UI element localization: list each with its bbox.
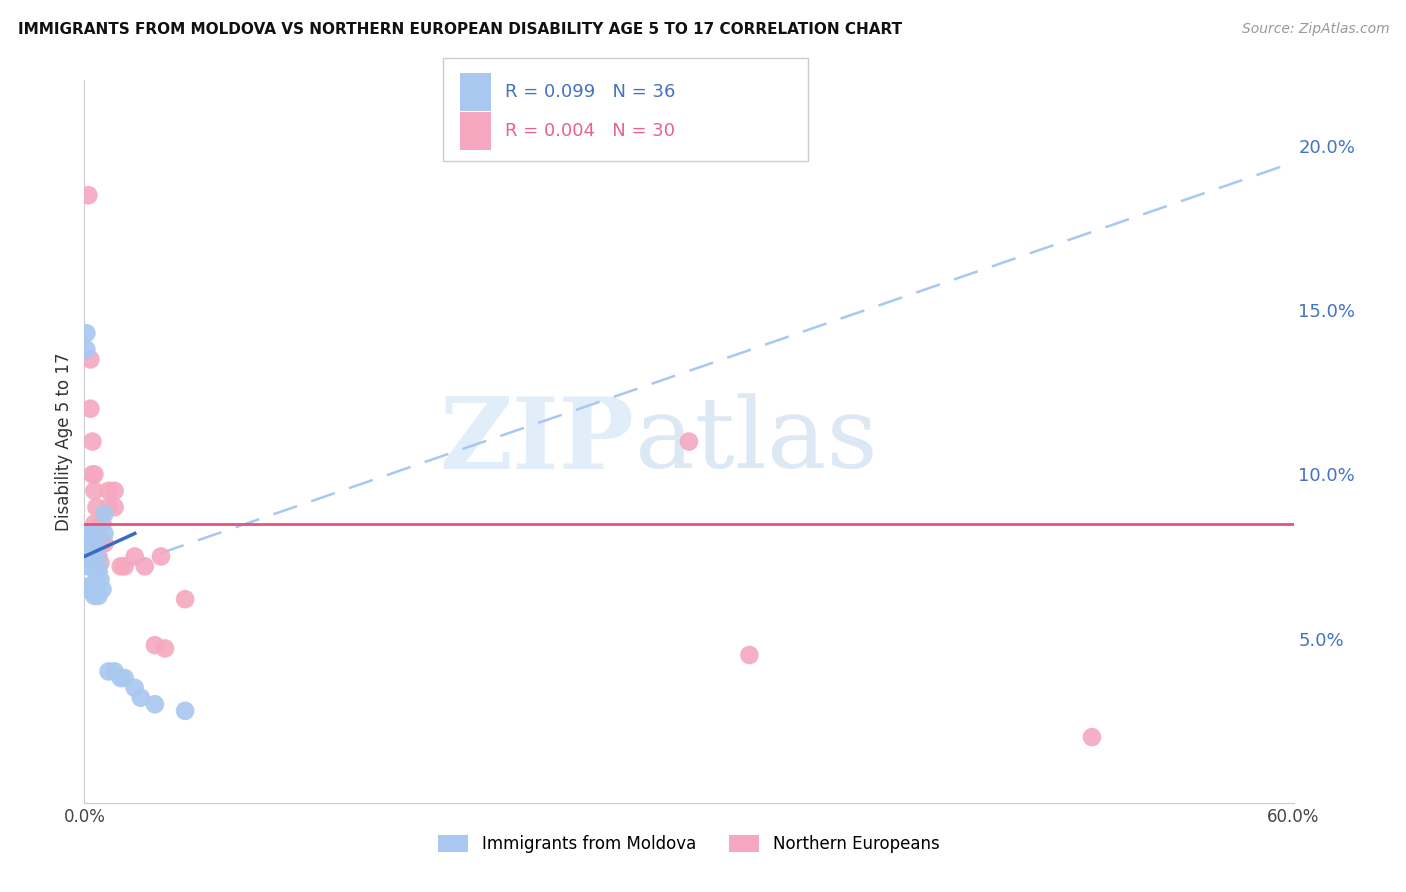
Point — [87, 559, 110, 574]
Point — [77, 559, 100, 574]
Point — [1081, 730, 1104, 744]
Point — [77, 188, 100, 202]
Point — [77, 549, 100, 564]
Point — [153, 641, 176, 656]
Point — [77, 536, 100, 550]
Text: atlas: atlas — [634, 393, 877, 490]
Point — [87, 549, 110, 564]
Text: R = 0.004   N = 30: R = 0.004 N = 30 — [505, 122, 675, 140]
Point — [114, 671, 136, 685]
Point — [89, 536, 111, 550]
Point — [86, 549, 108, 564]
Point — [83, 516, 105, 531]
Point — [93, 526, 115, 541]
Point — [97, 500, 120, 515]
Point — [77, 582, 100, 597]
Point — [91, 582, 114, 597]
Point — [174, 704, 197, 718]
Point — [143, 698, 166, 712]
Point — [82, 434, 104, 449]
Point — [77, 526, 100, 541]
Point — [86, 573, 108, 587]
Point — [75, 556, 97, 570]
Point — [738, 648, 761, 662]
Point — [83, 536, 105, 550]
Point — [82, 582, 104, 597]
Text: ZIP: ZIP — [440, 393, 634, 490]
Point — [89, 556, 111, 570]
Point — [79, 559, 101, 574]
Point — [134, 559, 156, 574]
Point — [149, 549, 172, 564]
Text: R = 0.099   N = 36: R = 0.099 N = 36 — [505, 83, 675, 101]
Text: IMMIGRANTS FROM MOLDOVA VS NORTHERN EUROPEAN DISABILITY AGE 5 TO 17 CORRELATION : IMMIGRANTS FROM MOLDOVA VS NORTHERN EURO… — [18, 22, 903, 37]
Point — [82, 549, 104, 564]
Point — [678, 434, 700, 449]
Point — [143, 638, 166, 652]
Point — [82, 526, 104, 541]
Point — [79, 536, 101, 550]
Point — [83, 483, 105, 498]
Point — [79, 582, 101, 597]
Point — [83, 467, 105, 482]
Y-axis label: Disability Age 5 to 17: Disability Age 5 to 17 — [55, 352, 73, 531]
Point — [75, 540, 97, 554]
Point — [89, 573, 111, 587]
Point — [124, 549, 146, 564]
Point — [110, 671, 132, 685]
Point — [104, 483, 127, 498]
Text: Source: ZipAtlas.com: Source: ZipAtlas.com — [1241, 22, 1389, 37]
Point — [82, 467, 104, 482]
Point — [110, 559, 132, 574]
Point — [97, 483, 120, 498]
Point — [75, 343, 97, 357]
Point — [104, 500, 127, 515]
Point — [93, 507, 115, 521]
Point — [83, 559, 105, 574]
Legend: Immigrants from Moldova, Northern Europeans: Immigrants from Moldova, Northern Europe… — [432, 828, 946, 860]
Point — [104, 665, 127, 679]
Point — [79, 401, 101, 416]
Point — [129, 690, 152, 705]
Point — [86, 500, 108, 515]
Point — [83, 589, 105, 603]
Point — [114, 559, 136, 574]
Point — [93, 536, 115, 550]
Point — [124, 681, 146, 695]
Point — [91, 516, 114, 531]
Point — [75, 582, 97, 597]
Point — [97, 665, 120, 679]
Point — [86, 526, 108, 541]
Point — [87, 589, 110, 603]
Point — [75, 326, 97, 340]
Point — [79, 526, 101, 541]
Point — [174, 592, 197, 607]
Point — [79, 352, 101, 367]
